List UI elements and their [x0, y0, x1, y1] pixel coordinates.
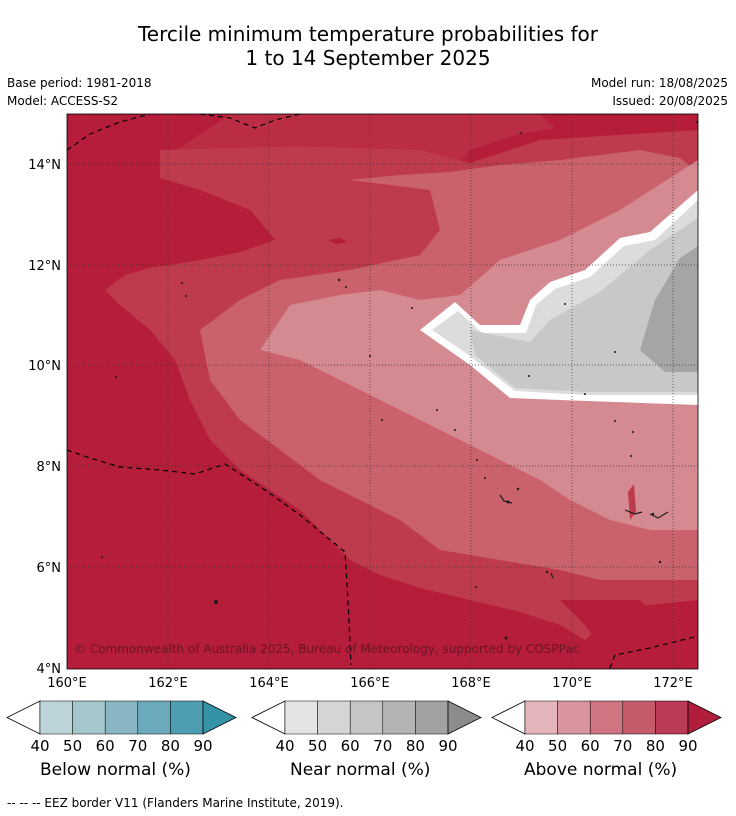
colorbar-0-tick-5: 90 [193, 737, 212, 755]
colorbar-0: 40 50 60 70 80 90 [6, 700, 237, 755]
lon-label-0: 160°E [47, 676, 87, 691]
lat-label-5: 4°N [37, 662, 62, 677]
lon-label-1: 162°E [148, 676, 188, 691]
model-run: Model run: 18/08/2025 [590, 76, 728, 90]
colorbar-2-high-arrow [687, 700, 722, 735]
colorbar-1: 40 50 60 70 80 90 [251, 700, 482, 755]
colorbar-0-tick-4: 80 [161, 737, 180, 755]
colorbar-1-low-arrow [251, 700, 286, 735]
lon-label-4: 168°E [451, 676, 491, 691]
colorbar-1-tick-2: 60 [341, 737, 360, 755]
latitude-labels: 14°N 12°N 10°N 8°N 6°N 4°N [28, 158, 61, 677]
band-above-80-north [165, 114, 555, 162]
spot-above-90 [328, 238, 348, 244]
eez-footnote: -- -- -- EEZ border V11 (Flanders Marine… [7, 796, 344, 810]
colorbar-label-near: Near normal (%) [290, 760, 431, 780]
colorbar-0-segment-0 [39, 700, 73, 735]
title-line-1: Tercile minimum temperature probabilitie… [137, 22, 599, 46]
colorbar-2: 40 50 60 70 80 90 [491, 700, 722, 755]
colorbar-1-segment-4 [415, 700, 449, 735]
lon-label-2: 164°E [249, 676, 289, 691]
colorbar-0-segment-2 [104, 700, 139, 735]
map-title: Tercile minimum temperature probabilitie… [0, 22, 736, 70]
colorbar-2-tick-3: 70 [613, 737, 632, 755]
colorbar-1-tick-5: 90 [438, 737, 457, 755]
colorbar-2-segment-2 [589, 700, 624, 735]
colorbar-0-segment-4 [170, 700, 204, 735]
colorbar-2-tick-1: 50 [548, 737, 567, 755]
eez-borders [67, 114, 698, 669]
colorbar-0-tick-0: 40 [30, 737, 49, 755]
lat-label-1: 12°N [28, 259, 61, 274]
colorbar-0-segment-1 [72, 700, 106, 735]
colorbar-1-tick-0: 40 [275, 737, 294, 755]
colorbar-2-segment-3 [622, 700, 656, 735]
colorbar-2-tick-2: 60 [581, 737, 600, 755]
colorbar-0-high-arrow [202, 700, 237, 735]
gridlines [67, 114, 698, 669]
colorbar-0-segment-3 [137, 700, 171, 735]
spot-above-80-east [628, 484, 636, 520]
probability-field [67, 114, 698, 669]
colorbar-2-tick-0: 40 [515, 737, 534, 755]
map-frame [66, 113, 699, 670]
colorbar-label-above: Above normal (%) [524, 760, 678, 780]
model-name: Model: ACCESS-S2 [7, 94, 119, 108]
colorbar-2-tick-4: 80 [646, 737, 665, 755]
colorbar-2-segment-0 [524, 700, 558, 735]
colorbar-0-tick-1: 50 [63, 737, 82, 755]
colorbar-label-below: Below normal (%) [40, 760, 191, 780]
colorbar-1-segment-2 [349, 700, 384, 735]
colorbar-1-segment-1 [317, 700, 351, 735]
colorbar-1-tick-4: 80 [406, 737, 425, 755]
colorbar-2-tick-5: 90 [678, 737, 697, 755]
band-near-70 [640, 246, 698, 372]
issued-date: Issued: 20/08/2025 [612, 94, 728, 108]
lat-label-3: 8°N [37, 460, 62, 475]
colorbars: 40 50 60 70 80 90 40 50 60 70 80 90 40 50 60 70 80 90 [6, 700, 722, 755]
colorbar-2-segment-4 [655, 700, 689, 735]
longitude-labels: 160°E 162°E 164°E 166°E 168°E 170°E 172°E [47, 676, 693, 691]
lat-label-0: 14°N [28, 158, 61, 173]
lon-label-6: 172°E [653, 676, 693, 691]
lon-label-3: 166°E [350, 676, 390, 691]
colorbar-1-high-arrow [447, 700, 482, 735]
colorbar-0-low-arrow [6, 700, 41, 735]
lat-label-4: 6°N [37, 561, 62, 576]
copyright-text: © Commonwealth of Australia 2025, Bureau… [74, 642, 579, 656]
title-line-2: 1 to 14 September 2025 [245, 46, 491, 70]
islands [101, 121, 698, 640]
lon-label-5: 170°E [552, 676, 592, 691]
colorbar-1-segment-3 [382, 700, 416, 735]
lat-label-2: 10°N [28, 359, 61, 374]
meta-left: Base period: 1981-2018 Model: ACCESS-S2 [7, 74, 152, 110]
atoll-outlines [499, 494, 669, 579]
colorbar-1-tick-1: 50 [308, 737, 327, 755]
colorbar-2-low-arrow [491, 700, 526, 735]
meta-right: Model run: 18/08/2025 Issued: 20/08/2025 [591, 74, 728, 110]
colorbar-2-segment-1 [557, 700, 591, 735]
spot-above-90-south [560, 600, 660, 645]
colorbar-0-tick-2: 60 [96, 737, 115, 755]
colorbar-0-tick-3: 70 [128, 737, 147, 755]
colorbar-1-segment-0 [284, 700, 318, 735]
colorbar-1-tick-3: 70 [373, 737, 392, 755]
base-period: Base period: 1981-2018 [7, 76, 152, 90]
